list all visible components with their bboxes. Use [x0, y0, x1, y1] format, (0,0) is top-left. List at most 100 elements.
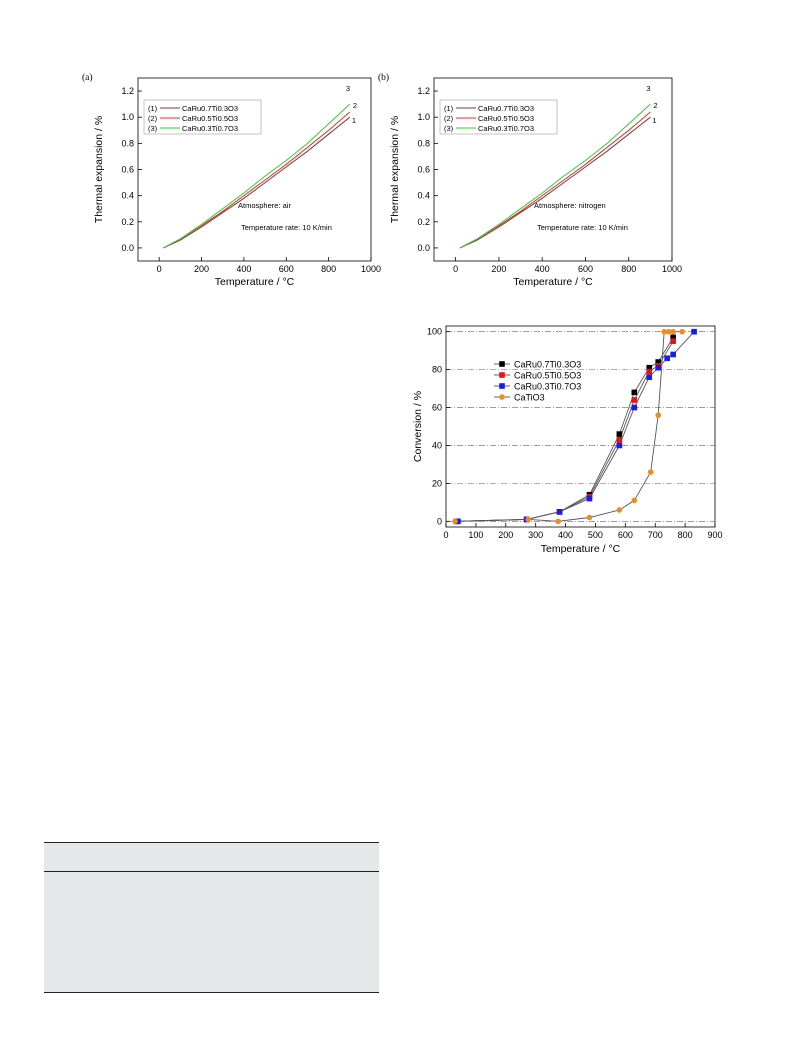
rate-annotation: Temperature rate: 10 K/min	[537, 223, 628, 232]
panel-label: (a)	[82, 72, 93, 83]
data-point	[647, 469, 654, 475]
panel-label: (b)	[378, 72, 389, 83]
data-point	[455, 518, 461, 525]
series-line	[459, 116, 651, 249]
y-tick-label: 0	[437, 516, 442, 526]
data-point	[670, 334, 676, 341]
legend-entry: CaRu0.5Ti0.5O3	[182, 114, 238, 123]
y-tick-label: 0.2	[121, 217, 134, 227]
x-tick-label: 200	[491, 264, 506, 274]
legend-entry: CaRu0.5Ti0.5O3	[514, 371, 581, 381]
x-tick-label: 600	[578, 264, 593, 274]
y-tick-label: 0.0	[417, 243, 430, 253]
legend-index: (1)	[148, 104, 158, 113]
data-point	[661, 328, 667, 335]
x-tick-label: 800	[621, 264, 636, 274]
data-point	[655, 412, 662, 418]
legend-entry: CaRu0.3Ti0.7O3	[514, 382, 581, 392]
plot-frame	[445, 325, 716, 528]
x-axis-label: Temperature / °C	[513, 276, 593, 288]
y-tick-label: 0.4	[121, 191, 134, 201]
legend-index: (1)	[444, 104, 454, 113]
y-tick-label: 0.8	[417, 138, 430, 148]
data-point	[691, 328, 697, 335]
atmosphere-annotation: Atmosphere: nitrogen	[534, 201, 606, 210]
x-tick-label: 200	[194, 264, 209, 274]
curve-label: 2	[353, 101, 357, 110]
x-tick-label: 500	[588, 530, 603, 540]
data-point	[616, 442, 623, 449]
x-tick-label: 800	[321, 264, 336, 274]
series-line	[163, 116, 351, 249]
legend-entry: CaRu0.7Ti0.3O3	[514, 360, 581, 370]
x-tick-label: 300	[528, 530, 543, 540]
data-point	[556, 509, 563, 515]
data-point	[631, 397, 638, 403]
x-axis-label: Temperature / °C	[215, 276, 295, 288]
data-point	[664, 355, 670, 362]
data-point	[655, 359, 662, 365]
legend-swatch-marker	[499, 361, 505, 367]
x-tick-label: 0	[453, 264, 458, 274]
data-point	[646, 368, 653, 375]
x-tick-label: 1000	[662, 264, 682, 274]
series-line	[459, 111, 651, 249]
y-axis-label: Thermal expansion / %	[389, 116, 401, 223]
x-tick-label: 700	[648, 530, 663, 540]
data-point	[646, 374, 653, 380]
legend-entry: CaRu0.7Ti0.3O3	[182, 104, 238, 113]
legend-entry: CaRu0.3Ti0.7O3	[478, 124, 534, 133]
y-tick-label: 20	[432, 478, 442, 488]
data-point	[452, 518, 458, 525]
legend-swatch-marker	[499, 383, 505, 389]
x-tick-label: 1000	[361, 264, 381, 274]
y-tick-label: 0.6	[417, 165, 430, 175]
curve-label: 3	[646, 84, 650, 93]
legend-index: (2)	[444, 114, 454, 123]
data-point	[631, 389, 638, 396]
series-line	[163, 111, 351, 249]
legend-entry: CaRu0.7Ti0.3O3	[478, 104, 534, 113]
data-point	[670, 351, 676, 358]
y-tick-label: 80	[432, 365, 442, 375]
data-point	[525, 516, 531, 523]
series-line	[163, 103, 351, 249]
x-tick-label: 600	[279, 264, 294, 274]
data-point	[586, 514, 593, 521]
legend-swatch-marker	[499, 372, 505, 378]
x-tick-label: 200	[498, 530, 513, 540]
y-tick-label: 0.2	[417, 217, 430, 227]
legend-index: (3)	[148, 124, 158, 133]
data-point	[646, 364, 653, 371]
y-tick-label: 0.4	[417, 191, 430, 201]
rate-annotation: Temperature rate: 10 K/min	[241, 223, 332, 232]
atmosphere-annotation: Atmosphere: air	[238, 201, 291, 210]
y-tick-label: 100	[427, 327, 442, 337]
legend-index: (2)	[148, 114, 158, 123]
series-line	[459, 103, 651, 249]
data-point	[616, 436, 623, 443]
y-tick-label: 0.8	[121, 138, 134, 148]
data-point	[670, 338, 676, 344]
x-tick-label: 800	[678, 530, 693, 540]
x-tick-label: 600	[618, 530, 633, 540]
data-point	[655, 364, 662, 371]
x-tick-label: 400	[558, 530, 573, 540]
y-tick-label: 1.2	[417, 86, 430, 96]
y-tick-label: 0.6	[121, 165, 134, 175]
y-tick-label: 1.2	[121, 86, 134, 96]
curve-label: 1	[352, 116, 356, 125]
curve-label: 1	[652, 116, 656, 125]
y-tick-label: 0.0	[121, 243, 134, 253]
table-block	[44, 842, 379, 993]
data-point	[631, 497, 638, 504]
data-point	[670, 328, 676, 335]
x-axis-label: Temperature / °C	[541, 543, 621, 555]
x-tick-label: 100	[468, 530, 483, 540]
y-tick-label: 60	[432, 403, 442, 413]
y-axis-label: Conversion / %	[412, 391, 424, 462]
x-tick-label: 400	[236, 264, 251, 274]
